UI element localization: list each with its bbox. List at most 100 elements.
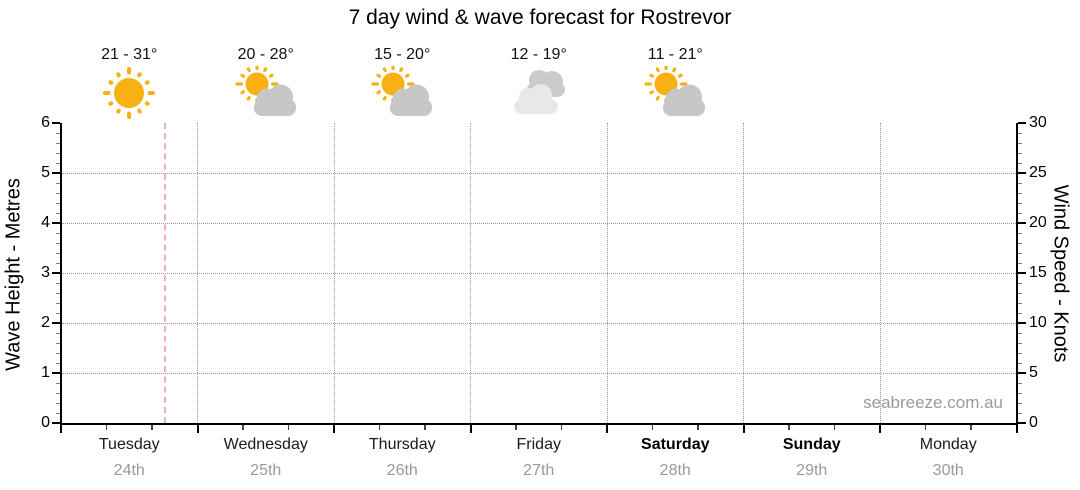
axis-tick	[55, 382, 60, 384]
gridline-horizontal	[62, 223, 1016, 224]
axis-tick	[55, 342, 60, 344]
axis-tick	[55, 232, 60, 234]
axis-tick	[697, 425, 699, 430]
axis-tick	[1017, 382, 1022, 384]
axis-tick	[51, 322, 60, 324]
axis-tick	[1017, 342, 1022, 344]
gridline-vertical	[606, 123, 608, 423]
axis-tick	[51, 372, 60, 374]
axis-tick	[55, 142, 60, 144]
wave-tick-label: 6	[41, 114, 50, 131]
wave-tick-label: 2	[41, 314, 50, 331]
axis-tick	[1017, 372, 1026, 374]
sunny-icon	[97, 66, 161, 120]
axis-tick	[55, 362, 60, 364]
gridline-vertical	[197, 123, 198, 423]
axis-tick	[55, 252, 60, 254]
axis-tick	[51, 122, 60, 124]
date-label: 28th	[659, 462, 691, 479]
bottom-axis-line	[59, 423, 1018, 425]
gridline-horizontal	[62, 323, 1016, 324]
axis-tick	[55, 162, 60, 164]
axis-tick	[1017, 142, 1022, 144]
axis-tick	[55, 412, 60, 414]
axis-tick	[55, 332, 60, 334]
axis-tick	[378, 425, 381, 430]
gridline-vertical	[333, 123, 335, 423]
axis-tick	[1017, 182, 1022, 184]
axis-tick	[1017, 192, 1022, 194]
date-label: 27th	[523, 462, 555, 479]
axis-tick	[55, 262, 60, 264]
current-time-line	[163, 123, 166, 423]
axis-tick	[242, 425, 244, 430]
axis-tick	[51, 172, 60, 174]
day-label: Friday	[516, 436, 561, 453]
axis-tick	[333, 425, 335, 433]
axis-tick	[55, 282, 60, 284]
axis-tick	[55, 202, 60, 204]
axis-tick	[1017, 202, 1022, 204]
axis-tick	[651, 425, 654, 430]
axis-tick	[1017, 322, 1026, 324]
axis-tick	[970, 425, 972, 430]
axis-tick	[1017, 232, 1022, 234]
wind-tick-label: 30	[1029, 114, 1047, 131]
left-axis-line	[59, 123, 62, 425]
axis-tick	[55, 212, 60, 214]
gridline-vertical	[879, 123, 881, 423]
gridline-horizontal	[62, 273, 1016, 274]
date-label: 25th	[250, 462, 282, 479]
axis-tick	[1017, 152, 1022, 154]
axis-tick	[55, 302, 60, 304]
axis-tick	[1017, 402, 1022, 404]
wind-tick-label: 0	[1029, 414, 1038, 431]
axis-tick	[560, 425, 563, 430]
wind-tick-label: 25	[1029, 164, 1047, 181]
axis-tick	[55, 352, 60, 354]
axis-tick	[1017, 302, 1022, 304]
wind-tick-label: 5	[1029, 364, 1038, 381]
day-label: Monday	[919, 436, 977, 453]
gridline-horizontal	[62, 173, 1016, 174]
axis-tick	[1017, 222, 1026, 224]
axis-tick	[742, 425, 745, 433]
axis-tick	[1017, 412, 1022, 414]
axis-tick	[51, 272, 60, 274]
partly-cloudy-icon	[370, 66, 434, 120]
axis-tick	[287, 425, 290, 430]
date-label: 29th	[796, 462, 828, 479]
day-label: Tuesday	[98, 436, 160, 453]
axis-tick	[55, 402, 60, 404]
axis-tick	[879, 425, 881, 433]
wind-tick-label: 10	[1029, 314, 1047, 331]
axis-tick	[55, 132, 60, 134]
axis-tick	[1017, 312, 1022, 314]
date-label: 24th	[113, 462, 145, 479]
axis-tick	[788, 425, 790, 430]
axis-tick	[151, 425, 153, 430]
day-label: Saturday	[641, 436, 710, 453]
axis-tick	[1017, 162, 1022, 164]
wave-tick-label: 1	[41, 364, 50, 381]
chart-title: 7 day wind & wave forecast for Rostrevor	[348, 6, 732, 29]
axis-tick	[1017, 362, 1022, 364]
axis-tick	[105, 425, 108, 430]
date-label: 26th	[386, 462, 418, 479]
axis-tick	[1017, 272, 1026, 274]
wave-tick-label: 0	[41, 414, 50, 431]
watermark: seabreeze.com.au	[863, 393, 1003, 412]
axis-tick	[1017, 262, 1022, 264]
gridline-vertical	[743, 123, 744, 423]
wave-tick-label: 4	[41, 214, 50, 231]
axis-tick	[51, 422, 60, 424]
axis-tick	[1017, 122, 1026, 124]
temp-range-label: 12 - 19°	[510, 46, 567, 63]
axis-tick	[1017, 422, 1026, 424]
temp-range-label: 11 - 21°	[647, 46, 703, 63]
axis-tick	[1017, 132, 1022, 134]
temp-range-label: 20 - 28°	[237, 46, 294, 63]
axis-tick	[469, 425, 472, 433]
axis-tick	[1017, 282, 1022, 284]
axis-tick	[1017, 242, 1022, 244]
